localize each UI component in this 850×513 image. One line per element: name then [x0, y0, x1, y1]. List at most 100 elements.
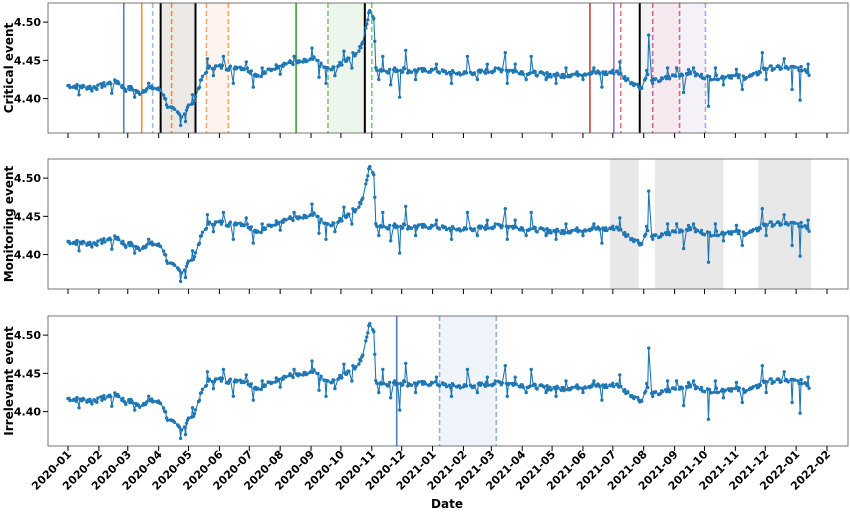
data-point: [245, 66, 249, 71]
data-point: [666, 74, 671, 78]
data-point: [186, 416, 191, 420]
data-point: [332, 378, 336, 382]
data-point: [699, 385, 704, 390]
data-point: [619, 227, 623, 232]
data-point: [90, 245, 94, 249]
data-point: [292, 210, 296, 215]
data-point: [545, 227, 549, 231]
data-point: [342, 205, 346, 209]
data-point: [165, 418, 170, 422]
data-point: [736, 75, 741, 80]
data-point: [645, 224, 649, 229]
data-point: [416, 223, 421, 227]
data-point: [556, 229, 560, 233]
data-point: [121, 83, 125, 88]
data-point: [184, 421, 189, 425]
data-point: [186, 103, 191, 107]
series-points: [66, 8, 811, 128]
data-point: [712, 233, 717, 237]
data-point: [133, 408, 137, 412]
data-point: [366, 18, 370, 22]
data-point: [730, 230, 735, 234]
data-point: [95, 87, 99, 91]
data-point: [291, 62, 295, 67]
data-point: [730, 387, 735, 391]
data-point: [207, 377, 212, 381]
data-point: [184, 264, 189, 268]
data-point: [326, 222, 330, 226]
data-point: [357, 49, 361, 53]
data-point: [581, 77, 585, 82]
data-point: [68, 241, 72, 246]
data-point: [373, 352, 377, 356]
data-point: [493, 66, 497, 70]
data-point: [798, 411, 802, 415]
data-point: [524, 233, 528, 238]
data-point: [204, 226, 209, 231]
data-point: [332, 221, 336, 225]
data-point: [260, 379, 264, 383]
data-point: [200, 74, 205, 79]
data-point: [317, 75, 321, 79]
data-point: [790, 400, 794, 405]
data-point: [437, 384, 442, 388]
data-point: [479, 381, 484, 385]
data-point: [554, 81, 558, 86]
data-point: [416, 67, 421, 71]
data-point: [178, 279, 183, 284]
data-point: [416, 380, 421, 384]
data-point: [544, 233, 548, 238]
data-point: [212, 67, 217, 71]
data-point: [736, 231, 741, 236]
data-point: [741, 74, 745, 78]
data-point: [702, 233, 707, 237]
data-point: [500, 224, 504, 228]
data-point: [492, 382, 496, 386]
data-point: [764, 390, 768, 395]
data-point: [158, 88, 163, 93]
data-point: [133, 251, 137, 255]
data-point: [96, 83, 100, 87]
data-point: [278, 72, 282, 76]
data-point: [485, 218, 489, 222]
data-point: [235, 378, 239, 383]
data-point: [712, 390, 717, 394]
data-point: [623, 75, 627, 79]
data-point: [542, 72, 546, 76]
data-point: [702, 390, 707, 394]
data-point: [548, 228, 552, 232]
data-point: [292, 367, 296, 372]
data-point: [449, 237, 454, 241]
data-point: [204, 383, 209, 388]
data-point: [191, 101, 196, 106]
data-point: [564, 66, 568, 70]
data-point: [316, 371, 320, 376]
data-point: [249, 225, 253, 229]
data-point: [221, 367, 226, 372]
data-point: [77, 93, 81, 97]
data-point: [800, 69, 804, 73]
data-point: [485, 62, 489, 66]
data-point: [695, 73, 700, 77]
data-point: [430, 68, 435, 72]
data-point: [310, 359, 314, 363]
data-point: [660, 389, 665, 394]
data-point: [193, 408, 198, 412]
y-tick-label: 4.40: [14, 249, 41, 262]
data-point: [381, 210, 385, 215]
data-point: [263, 227, 267, 231]
data-point: [765, 67, 769, 71]
data-point: [591, 225, 595, 229]
data-point: [404, 204, 408, 209]
data-point: [799, 377, 803, 382]
data-point: [270, 380, 274, 385]
data-point: [449, 394, 454, 398]
data-point: [291, 375, 295, 380]
data-point: [665, 222, 670, 226]
data-point: [382, 68, 386, 73]
data-point: [259, 74, 263, 79]
data-point: [403, 223, 407, 227]
data-point: [666, 387, 671, 391]
